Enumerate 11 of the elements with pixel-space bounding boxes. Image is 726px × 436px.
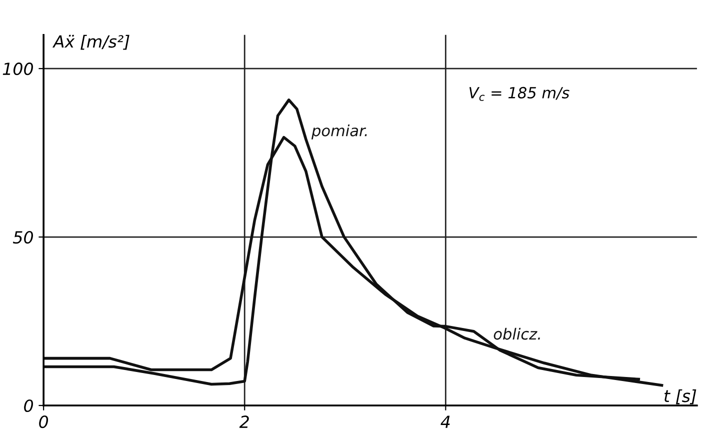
annotation: V$_{c}$ = 185 m/s [469,86,570,101]
y-tick-label: 100 [2,62,33,76]
y-axis-title: Aẍ [m/s²] [52,34,130,50]
x-axis-title: t [s] [664,389,696,404]
x-tick-label: 2 [239,415,249,428]
y-tick-label: 50 [12,230,33,244]
y-tick-label: 0 [24,399,33,412]
x-tick-label: 4 [440,416,450,428]
series-label: pomiar. [311,124,367,140]
x-tick-label: 0 [39,415,48,428]
series-label: oblicz. [494,328,540,340]
